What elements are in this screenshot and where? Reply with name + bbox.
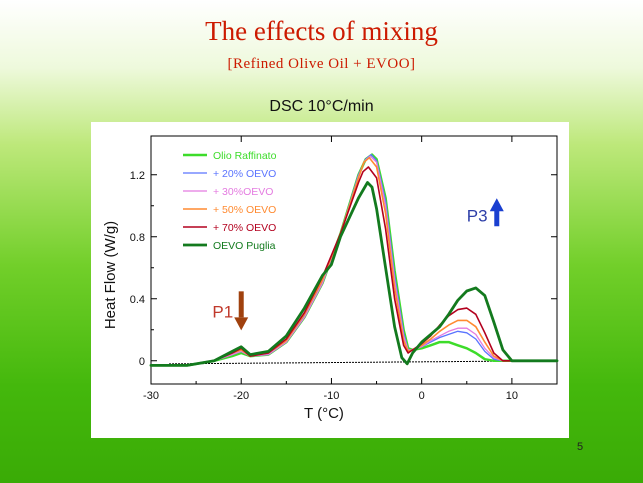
plot-frame [150, 135, 558, 385]
baseline-line [169, 360, 558, 365]
y-axis: 0 0.4 0.8 1.2 [130, 170, 557, 368]
up-arrow-icon [494, 210, 500, 227]
legend-label: + 30%OEVO [213, 186, 273, 198]
annotations: P1 P3 [212, 198, 504, 331]
y-tick-label: 1.2 [130, 170, 145, 182]
x-axis-label: T (°C) [304, 405, 344, 422]
series-line [149, 153, 559, 367]
x-tick-label: -10 [323, 390, 339, 402]
y-axis-label: Heat Flow (W/g) [102, 221, 119, 329]
legend-label: + 70% OEVO [213, 222, 276, 234]
legend-label: + 50% OEVO [213, 204, 276, 216]
chart-panel: -30 -20 -10 0 10 0 0.4 0.8 1.2 Olio Raffinato + … [91, 122, 569, 438]
series-line [149, 181, 559, 367]
y-tick-label: 0 [139, 356, 145, 368]
down-arrow-icon [234, 317, 249, 331]
y-tick-label: 0.4 [130, 294, 145, 306]
x-tick-label: -20 [233, 390, 249, 402]
legend-label: OEVO Puglia [213, 240, 276, 252]
chart-title: DSC 10°C/min [269, 98, 374, 115]
annotation-label: P3 [467, 206, 488, 225]
x-tick-label: -30 [143, 390, 159, 402]
page-number: 5 [577, 441, 584, 453]
legend: Olio Raffinato + 20% OEVO + 30%OEVO + 50% O… [183, 150, 277, 252]
x-tick-label: 0 [419, 390, 425, 402]
plot-border [150, 135, 558, 385]
down-arrow-icon [238, 291, 244, 318]
legend-label: + 20% OEVO [213, 168, 276, 180]
series-line [150, 166, 558, 367]
x-axis: -30 -20 -10 0 10 [143, 136, 558, 402]
x-tick-label: 10 [506, 390, 518, 402]
slide-subtitle: [Refined Olive Oil + EVOO] [227, 56, 416, 72]
up-arrow-icon [489, 198, 504, 212]
series-layer [149, 153, 559, 367]
legend-label: Olio Raffinato [213, 150, 277, 162]
slide-title: The effects of mixing [205, 16, 438, 46]
y-tick-label: 0.8 [130, 232, 145, 244]
dsc-chart: -30 -20 -10 0 10 0 0.4 0.8 1.2 Olio Raffinato + … [102, 135, 559, 422]
annotation-label: P1 [212, 302, 233, 321]
